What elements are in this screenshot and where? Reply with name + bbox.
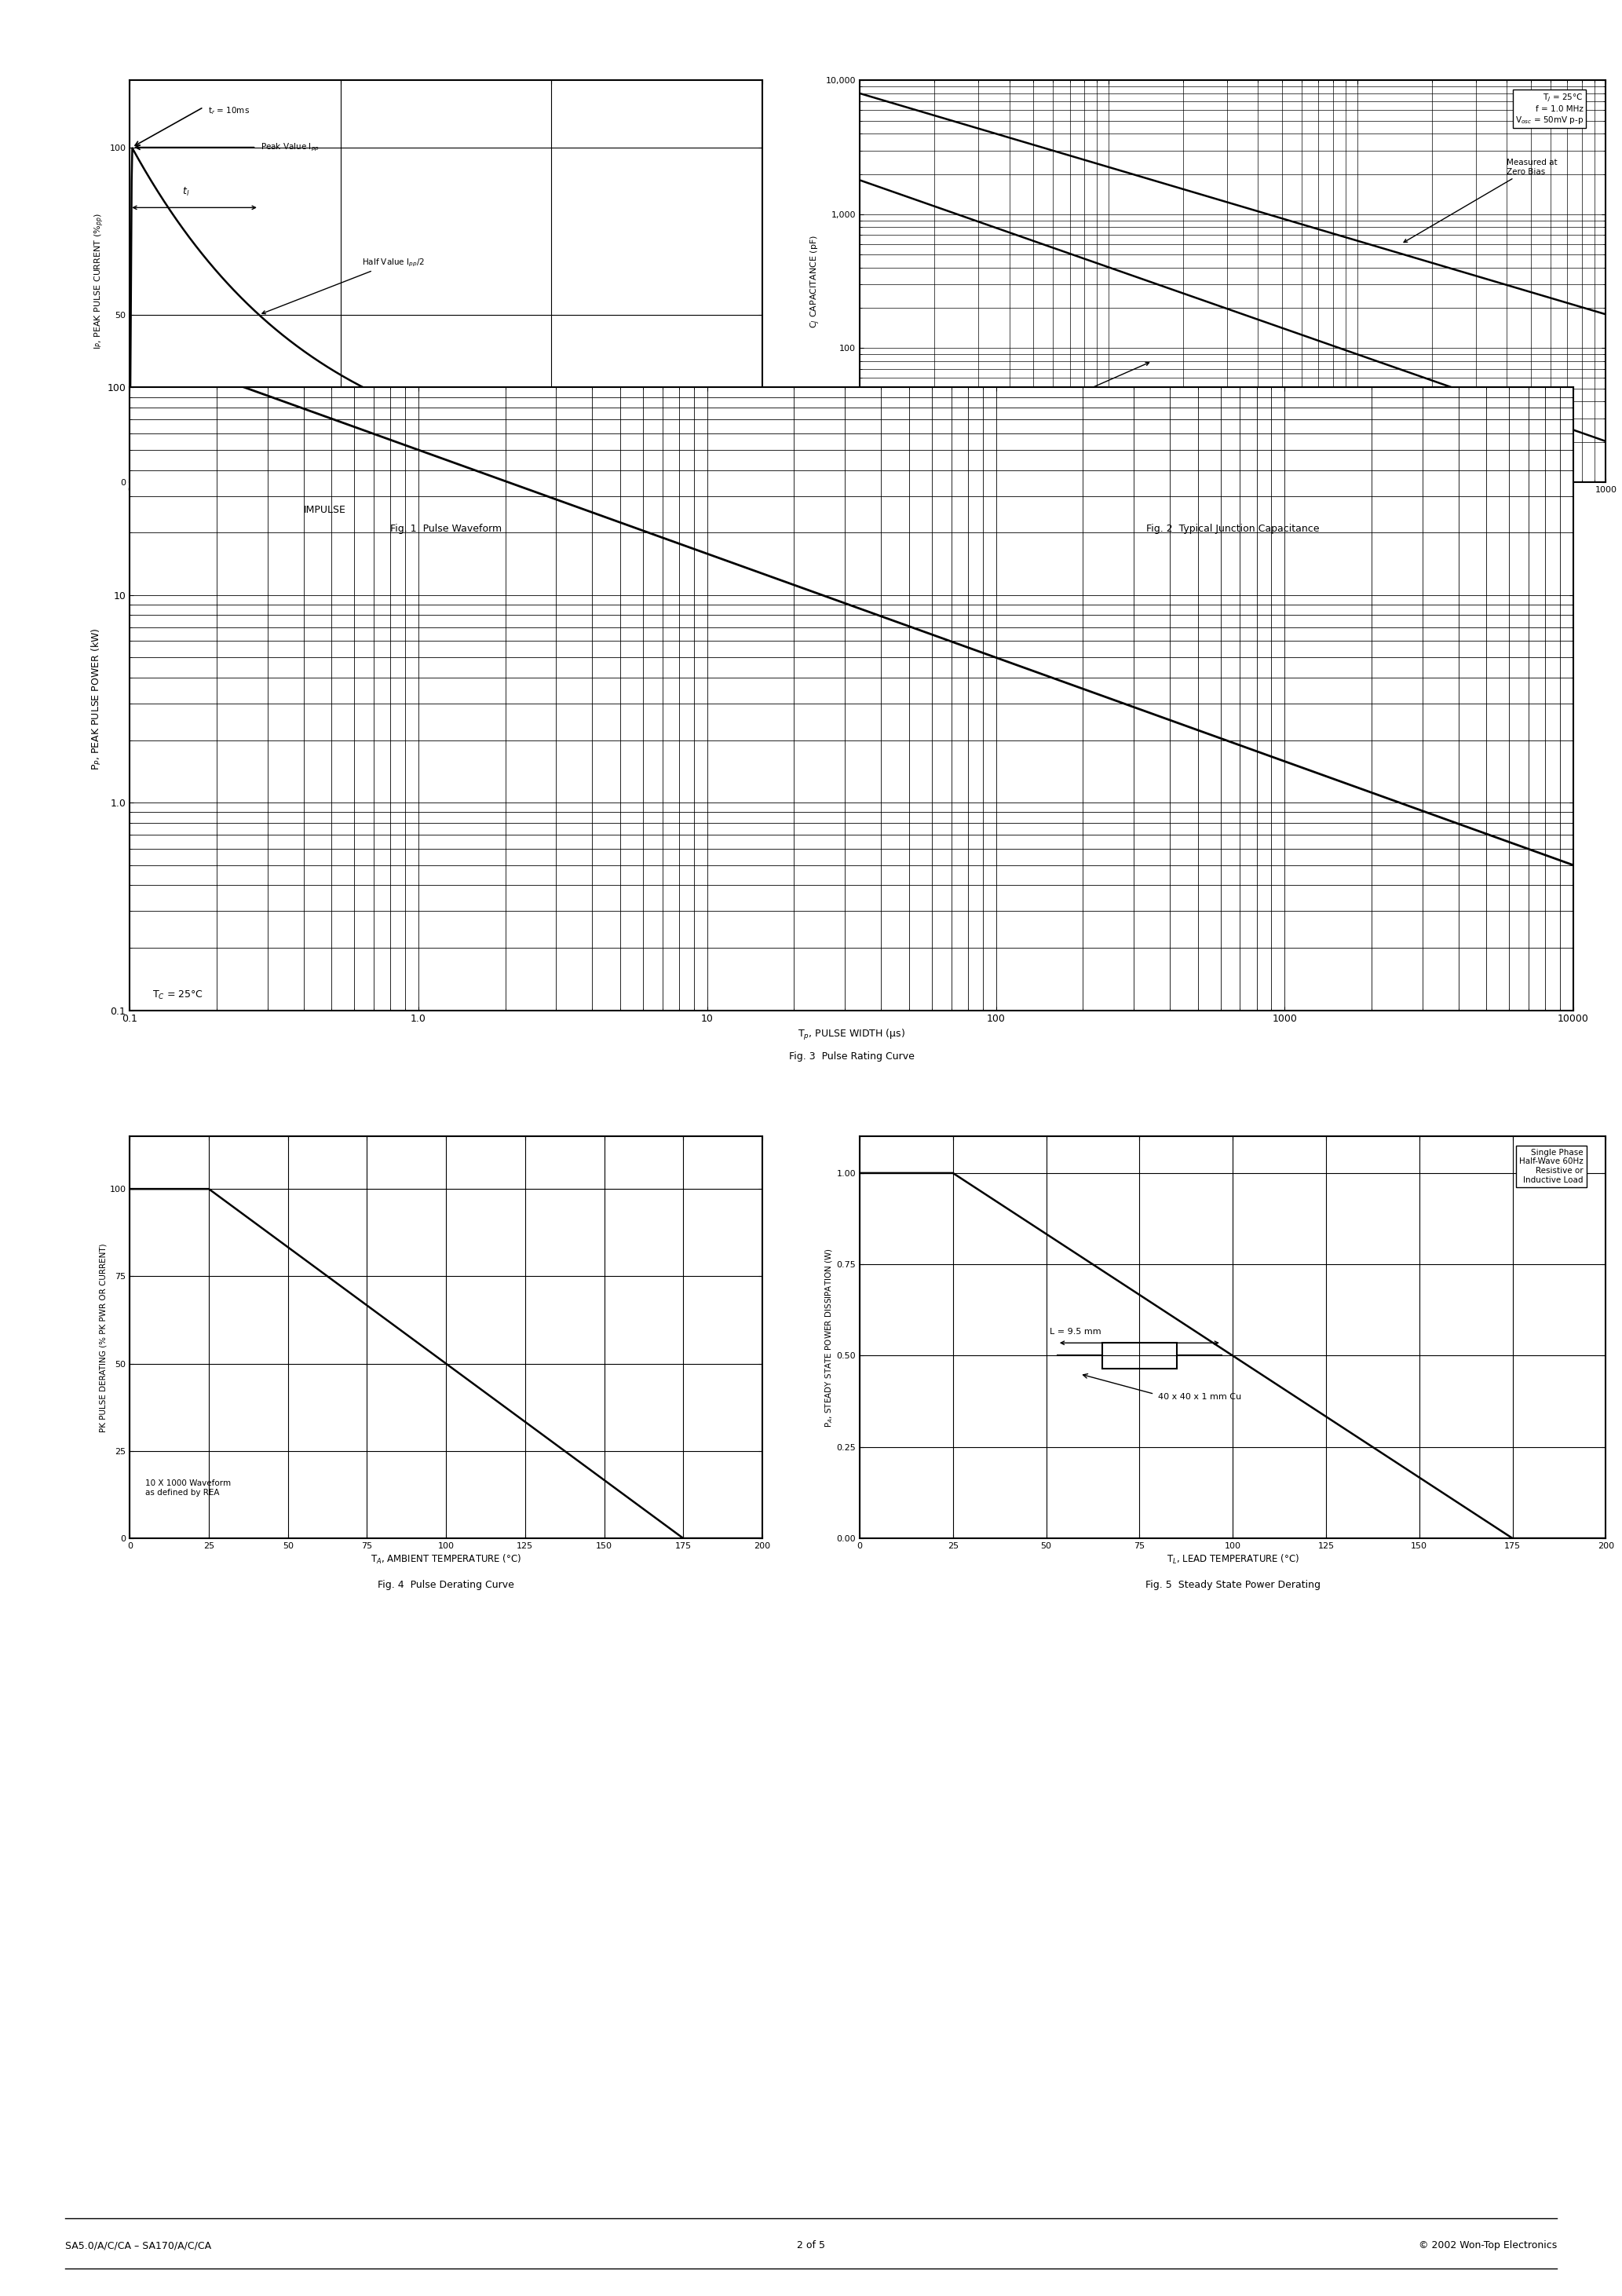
X-axis label: T$_A$, AMBIENT TEMPERATURE (°C): T$_A$, AMBIENT TEMPERATURE (°C) — [370, 1554, 522, 1566]
Text: IMPULSE: IMPULSE — [303, 505, 345, 514]
Text: © 2002 Won-Top Electronics: © 2002 Won-Top Electronics — [1419, 2241, 1557, 2250]
Text: Fig. 4  Pulse Derating Curve: Fig. 4 Pulse Derating Curve — [378, 1580, 514, 1589]
Y-axis label: P$_P$, PEAK PULSE POWER (kW): P$_P$, PEAK PULSE POWER (kW) — [91, 627, 102, 769]
Text: t$_r$ = 10ms: t$_r$ = 10ms — [208, 106, 250, 115]
Y-axis label: P$_A$, STEADY STATE POWER DISSIPATION (W): P$_A$, STEADY STATE POWER DISSIPATION (W… — [824, 1247, 834, 1428]
Text: 10 X 1000 Waveform
as defined by R.E.A.: 10 X 1000 Waveform as defined by R.E.A. — [193, 434, 277, 450]
FancyBboxPatch shape — [1103, 1343, 1178, 1368]
Text: L = 9.5 mm: L = 9.5 mm — [1049, 1327, 1101, 1336]
Text: Fig. 5  Steady State Power Derating: Fig. 5 Steady State Power Derating — [1145, 1580, 1320, 1589]
X-axis label: T$_p$, PULSE WIDTH (µs): T$_p$, PULSE WIDTH (µs) — [798, 1029, 905, 1042]
Text: Fig. 1  Pulse Waveform: Fig. 1 Pulse Waveform — [391, 523, 501, 533]
Text: Half Value I$_{pp}$/2: Half Value I$_{pp}$/2 — [263, 257, 425, 315]
Text: Fig. 3  Pulse Rating Curve: Fig. 3 Pulse Rating Curve — [788, 1052, 915, 1061]
Text: Fig. 2  Typical Junction Capacitance: Fig. 2 Typical Junction Capacitance — [1147, 523, 1319, 533]
Text: 2 of 5: 2 of 5 — [796, 2241, 826, 2250]
X-axis label: V$_{RWM}$, REVERSE STANDOFF VOLTAGE (V): V$_{RWM}$, REVERSE STANDOFF VOLTAGE (V) — [1144, 498, 1322, 507]
Text: Single Phase
Half-Wave 60Hz
Resistive or
Inductive Load: Single Phase Half-Wave 60Hz Resistive or… — [1520, 1148, 1583, 1185]
Text: 40 x 40 x 1 mm Cu: 40 x 40 x 1 mm Cu — [1158, 1394, 1241, 1401]
X-axis label: T$_L$, LEAD TEMPERATURE (°C): T$_L$, LEAD TEMPERATURE (°C) — [1166, 1554, 1299, 1566]
Text: SA5.0/A/C/CA – SA170/A/C/CA: SA5.0/A/C/CA – SA170/A/C/CA — [65, 2241, 211, 2250]
X-axis label: t, TIME (ms): t, TIME (ms) — [418, 498, 474, 507]
Text: T$_J$ = 25°C
f = 1.0 MHz
V$_{osc}$ = 50mV p-p: T$_J$ = 25°C f = 1.0 MHz V$_{osc}$ = 50m… — [1515, 92, 1583, 126]
Y-axis label: I$_P$, PEAK PULSE CURRENT (%$_{pp}$): I$_P$, PEAK PULSE CURRENT (%$_{pp}$) — [94, 214, 105, 349]
Text: Peak Value I$_{pp}$: Peak Value I$_{pp}$ — [261, 142, 320, 154]
Y-axis label: C$_J$ CAPACITANCE (pF): C$_J$ CAPACITANCE (pF) — [809, 234, 822, 328]
Text: 10 X 1000 Waveform
as defined by REA: 10 X 1000 Waveform as defined by REA — [146, 1479, 232, 1497]
Text: t$_l$: t$_l$ — [182, 186, 190, 197]
Text: Measured at
Zero Bias: Measured at Zero Bias — [1403, 158, 1557, 243]
Text: T$_C$ = 25°C: T$_C$ = 25°C — [152, 990, 204, 1001]
Text: Measured at
Stand-off Voltage: Measured at Stand-off Voltage — [978, 363, 1148, 429]
Y-axis label: PK PULSE DERATING (% PK PWR OR CURRENT): PK PULSE DERATING (% PK PWR OR CURRENT) — [99, 1242, 107, 1433]
